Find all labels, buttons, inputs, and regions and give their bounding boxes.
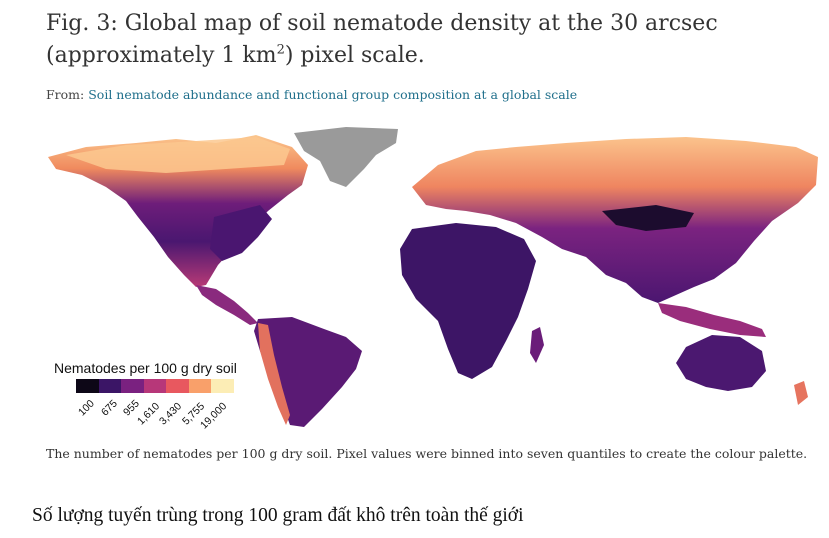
central-america-region: [196, 285, 258, 325]
legend-swatch: [211, 379, 234, 393]
legend-swatch: [166, 379, 189, 393]
north-america-region: [48, 135, 308, 287]
map-legend: Nematodes per 100 g dry soil 100 675 955 1,…: [54, 360, 284, 432]
world-map-svg: [48, 127, 818, 427]
figure-title-superscript: 2: [276, 42, 285, 58]
australia-region: [676, 335, 766, 391]
legend-color-bar: [76, 379, 234, 393]
figure-caption: The number of nematodes per 100 g dry so…: [46, 446, 808, 461]
source-article-link[interactable]: Soil nematode abundance and functional g…: [88, 87, 578, 102]
madagascar-region: [530, 327, 544, 363]
north-america-east-band: [210, 205, 272, 261]
central-asia-dark-band: [602, 205, 694, 231]
legend-swatch: [188, 379, 211, 393]
north-america-arctic-band: [66, 137, 290, 173]
legend-swatch: [121, 379, 144, 393]
legend-tick-label: 675: [98, 397, 120, 419]
andes-band: [258, 323, 290, 425]
legend-title: Nematodes per 100 g dry soil: [54, 360, 237, 376]
legend-swatch: [76, 379, 99, 393]
legend-swatch: [98, 379, 121, 393]
source-line: From: Soil nematode abundance and functi…: [46, 87, 577, 102]
africa-region: [400, 223, 536, 379]
legend-tick-label: 3,430: [157, 400, 185, 428]
legend-swatch: [143, 379, 166, 393]
greenland-region: [294, 127, 398, 187]
figure-title-line2-post: ) pixel scale.: [284, 43, 425, 68]
new-zealand-region: [794, 381, 808, 405]
figure-title-line2-pre: (approximately 1 km: [46, 43, 277, 68]
source-label: From:: [46, 87, 85, 102]
figure-title: Fig. 3: Global map of soil nematode dens…: [46, 8, 806, 72]
southeast-asia-islands-region: [658, 303, 766, 337]
legend-tick-label: 100: [76, 397, 97, 419]
world-map: [46, 125, 820, 430]
figure-title-line1: Fig. 3: Global map of soil nematode dens…: [46, 11, 718, 36]
vietnamese-caption: Số lượng tuyến trùng trong 100 gram đất …: [32, 505, 524, 526]
